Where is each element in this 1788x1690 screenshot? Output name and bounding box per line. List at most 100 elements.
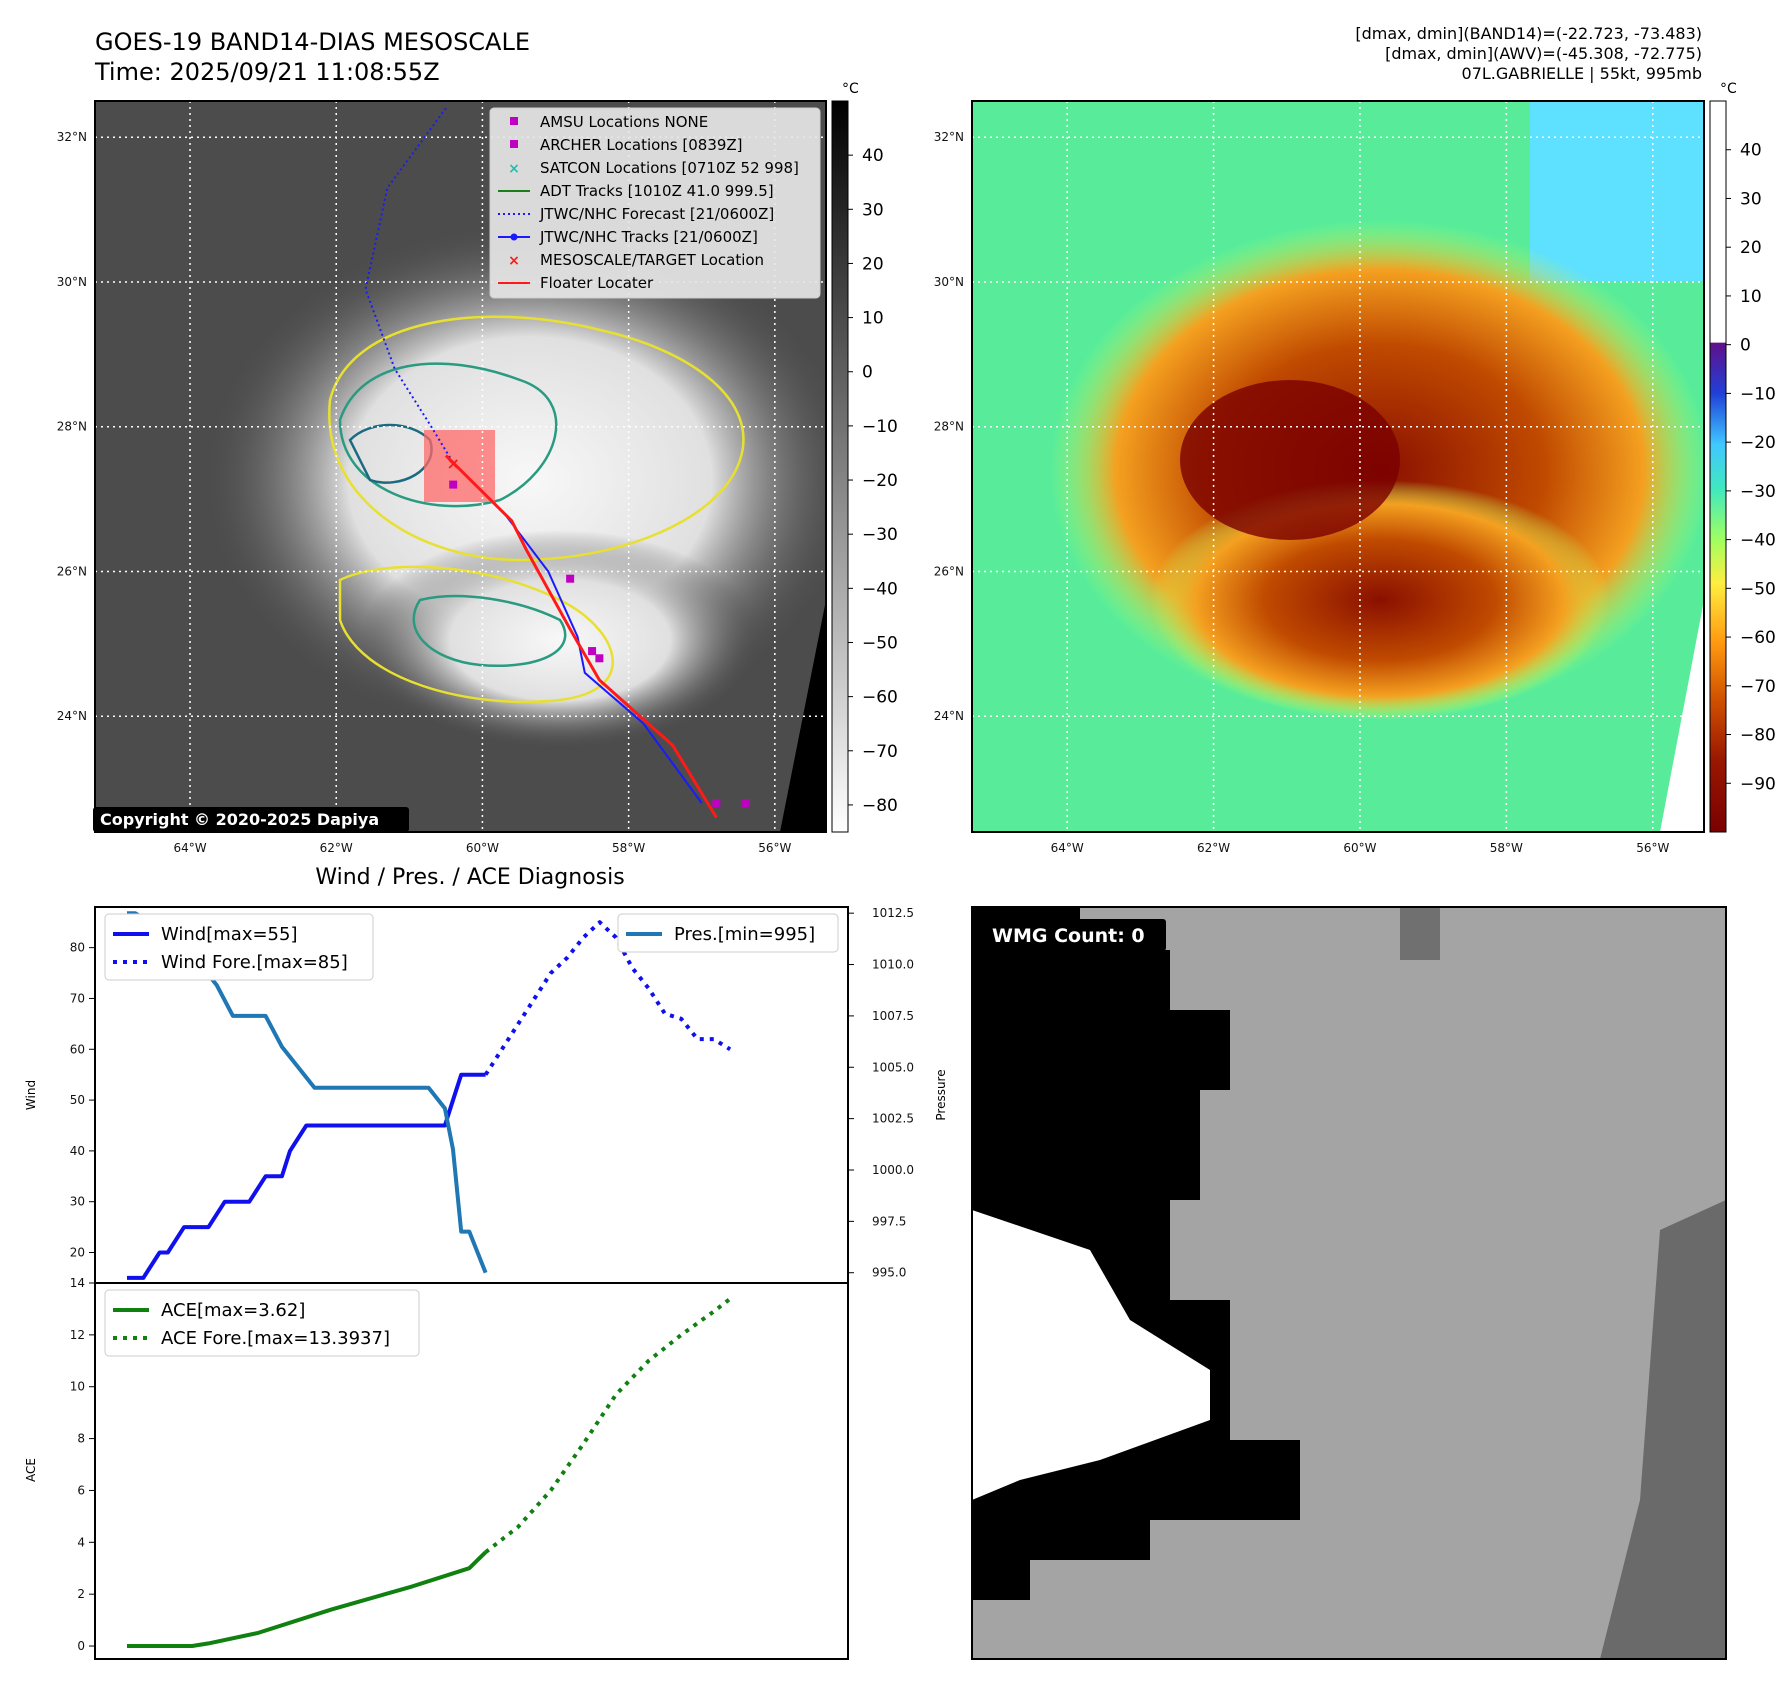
- ir-contour-outer: [328, 315, 745, 562]
- ir-lon-label: 58°W: [612, 841, 645, 855]
- chart-legend-label: ACE Fore.[max=13.3937]: [161, 1328, 390, 1349]
- legend-item: JTWC/NHC Tracks [21/0600Z]: [498, 228, 758, 246]
- diag-title: Wind / Pres. / ACE Diagnosis: [315, 865, 624, 890]
- series-line: [127, 1550, 488, 1648]
- colorbar-tick-label: −10: [1740, 384, 1776, 404]
- ir-lat-label: 32°N: [57, 130, 87, 144]
- wv-colorbar-bar: [1709, 100, 1727, 833]
- ir-map-ticks: 64°W 62°W 60°W 58°W 56°W 32°N 30°N 28°N 26°N 24°N: [57, 130, 792, 855]
- ir-colorbar: °C 40 30 20 10 0 −10 −20 −30 −40 −50 −60 −70 −80: [831, 81, 898, 833]
- colorbar-tick-label: 10: [862, 309, 884, 329]
- ir-lon-label: 60°W: [466, 841, 499, 855]
- wv-colorbar-unit: °C: [1720, 81, 1737, 97]
- archer-marker: [595, 654, 604, 663]
- floater-track: [444, 454, 718, 819]
- y2-tick-label: 997.5: [872, 1214, 906, 1228]
- wv-map-panel: 64°W 62°W 60°W 58°W 56°W 32°N 30°N 28°N 26°N 24°N: [934, 100, 1705, 855]
- wv-gridlines: [972, 101, 1704, 832]
- colorbar-tick-label: 30: [862, 200, 884, 220]
- wv-lat-label: 28°N: [934, 420, 964, 434]
- colorbar-tick-label: 40: [862, 146, 884, 166]
- wv-lon-label: 58°W: [1490, 841, 1523, 855]
- y-tick-label: 60: [70, 1042, 85, 1056]
- legend-x-icon: ×: [508, 161, 520, 177]
- ir-lon-label: 62°W: [320, 841, 353, 855]
- legend-label: ADT Tracks [1010Z 41.0 999.5]: [540, 182, 774, 200]
- colorbar-tick-label: −40: [1740, 531, 1776, 551]
- colorbar-tick-label: −30: [1740, 482, 1776, 502]
- legend-square-icon: [510, 117, 518, 125]
- copyright-text: Copyright © 2020-2025 Dapiya: [100, 810, 379, 829]
- legend-item: Floater Locater: [498, 274, 654, 292]
- colorbar-tick-label: −20: [1740, 433, 1776, 453]
- wv-colorbar: °C 40 30 20 10 0 −10 −20 −30 −40 −50 −60 −70 −80 −90: [1709, 81, 1776, 833]
- ir-contour-outer-south: [338, 565, 615, 704]
- y-tick-label: 30: [70, 1195, 85, 1209]
- wv-lon-label: 64°W: [1051, 841, 1084, 855]
- y-tick-label: 6: [77, 1483, 85, 1497]
- info-awv: [dmax, dmin](AWV)=(-45.308, -72.775): [1385, 44, 1702, 63]
- archer-marker: [566, 574, 575, 583]
- colorbar-tick-label: 10: [1740, 287, 1762, 307]
- y-tick-label: 2: [77, 1587, 85, 1601]
- wmg-panel: WMG Count: 0: [971, 906, 1727, 1660]
- colorbar-tick-label: −30: [862, 525, 898, 545]
- y-tick-label: 80: [70, 941, 85, 955]
- chart-legend-box: [617, 913, 839, 953]
- ir-lon-label: 64°W: [173, 841, 206, 855]
- colorbar-tick-label: 30: [1740, 189, 1762, 209]
- y-tick-label: 0: [77, 1639, 85, 1653]
- archer-marker: [588, 647, 597, 656]
- chart-legend-label: ACE[max=3.62]: [161, 1300, 305, 1321]
- chart-legend-label: Wind Fore.[max=85]: [161, 952, 348, 973]
- legend-item: JTWC/NHC Forecast [21/0600Z]: [498, 205, 774, 223]
- ir-contour-mid: [338, 362, 558, 508]
- colorbar-tick-label: 20: [862, 254, 884, 274]
- y-tick-label: 4: [77, 1535, 85, 1549]
- wv-lon-label: 56°W: [1636, 841, 1669, 855]
- wv-lon-label: 62°W: [1197, 841, 1230, 855]
- colorbar-tick-label: −70: [862, 742, 898, 762]
- colorbar-tick-label: −90: [1740, 774, 1776, 794]
- legend-label: Floater Locater: [540, 274, 654, 292]
- copyright-badge: [93, 807, 409, 832]
- legend-label: JTWC/NHC Tracks [21/0600Z]: [539, 228, 758, 246]
- chart-legend-box: [104, 1289, 420, 1357]
- legend-dot-icon: [510, 233, 518, 241]
- colorbar-tick-label: −50: [862, 633, 898, 653]
- series-line: [483, 920, 732, 1076]
- ir-contour-mid-south: [412, 594, 567, 667]
- colorbar-tick-label: −60: [862, 688, 898, 708]
- y2-tick-label: 1010.0: [872, 958, 914, 972]
- colorbar-tick-label: −50: [1740, 579, 1776, 599]
- archer-marker: [712, 799, 721, 808]
- wmg-badge: [982, 919, 1166, 951]
- wv-cloud-band: [1150, 480, 1610, 720]
- series-line: [484, 1297, 732, 1554]
- wmg-dark-grey-region: [1600, 1200, 1726, 1659]
- wmg-frame: [971, 906, 1727, 1660]
- wv-lat-label: 24°N: [934, 709, 964, 723]
- chart-title: GOES-19 BAND14-DIAS MESOSCALE: [95, 28, 530, 56]
- chart-legend-box: [104, 913, 374, 981]
- legend-label: ARCHER Locations [0839Z]: [540, 136, 743, 154]
- colorbar-tick-label: −40: [862, 579, 898, 599]
- ir-lon-label: 56°W: [758, 841, 791, 855]
- ir-colorbar-bar: [831, 100, 849, 833]
- pressure-axis-label: Pressure: [934, 1069, 948, 1120]
- ir-map-panel: × 64°W 62°W 60°W 58°W 56°W 32°N 30°N 28°N 26°N 24…: [57, 100, 827, 855]
- ir-lat-label: 30°N: [57, 275, 87, 289]
- y2-tick-label: 1007.5: [872, 1009, 914, 1023]
- info-band14: [dmax, dmin](BAND14)=(-22.723, -73.483): [1355, 24, 1702, 43]
- wv-map-frame: [971, 100, 1705, 833]
- legend-item: × SATCON Locations [0710Z 52 998]: [508, 159, 799, 177]
- wmg-white-region: [972, 1210, 1210, 1500]
- legend-item: AMSU Locations NONE: [510, 113, 708, 131]
- colorbar-tick-label: 0: [1740, 336, 1751, 356]
- archer-marker: [449, 480, 458, 489]
- ir-lat-label: 28°N: [57, 420, 87, 434]
- y2-tick-label: 1005.0: [872, 1060, 914, 1074]
- legend-square-icon: [510, 140, 518, 148]
- y-tick-label: 50: [70, 1093, 85, 1107]
